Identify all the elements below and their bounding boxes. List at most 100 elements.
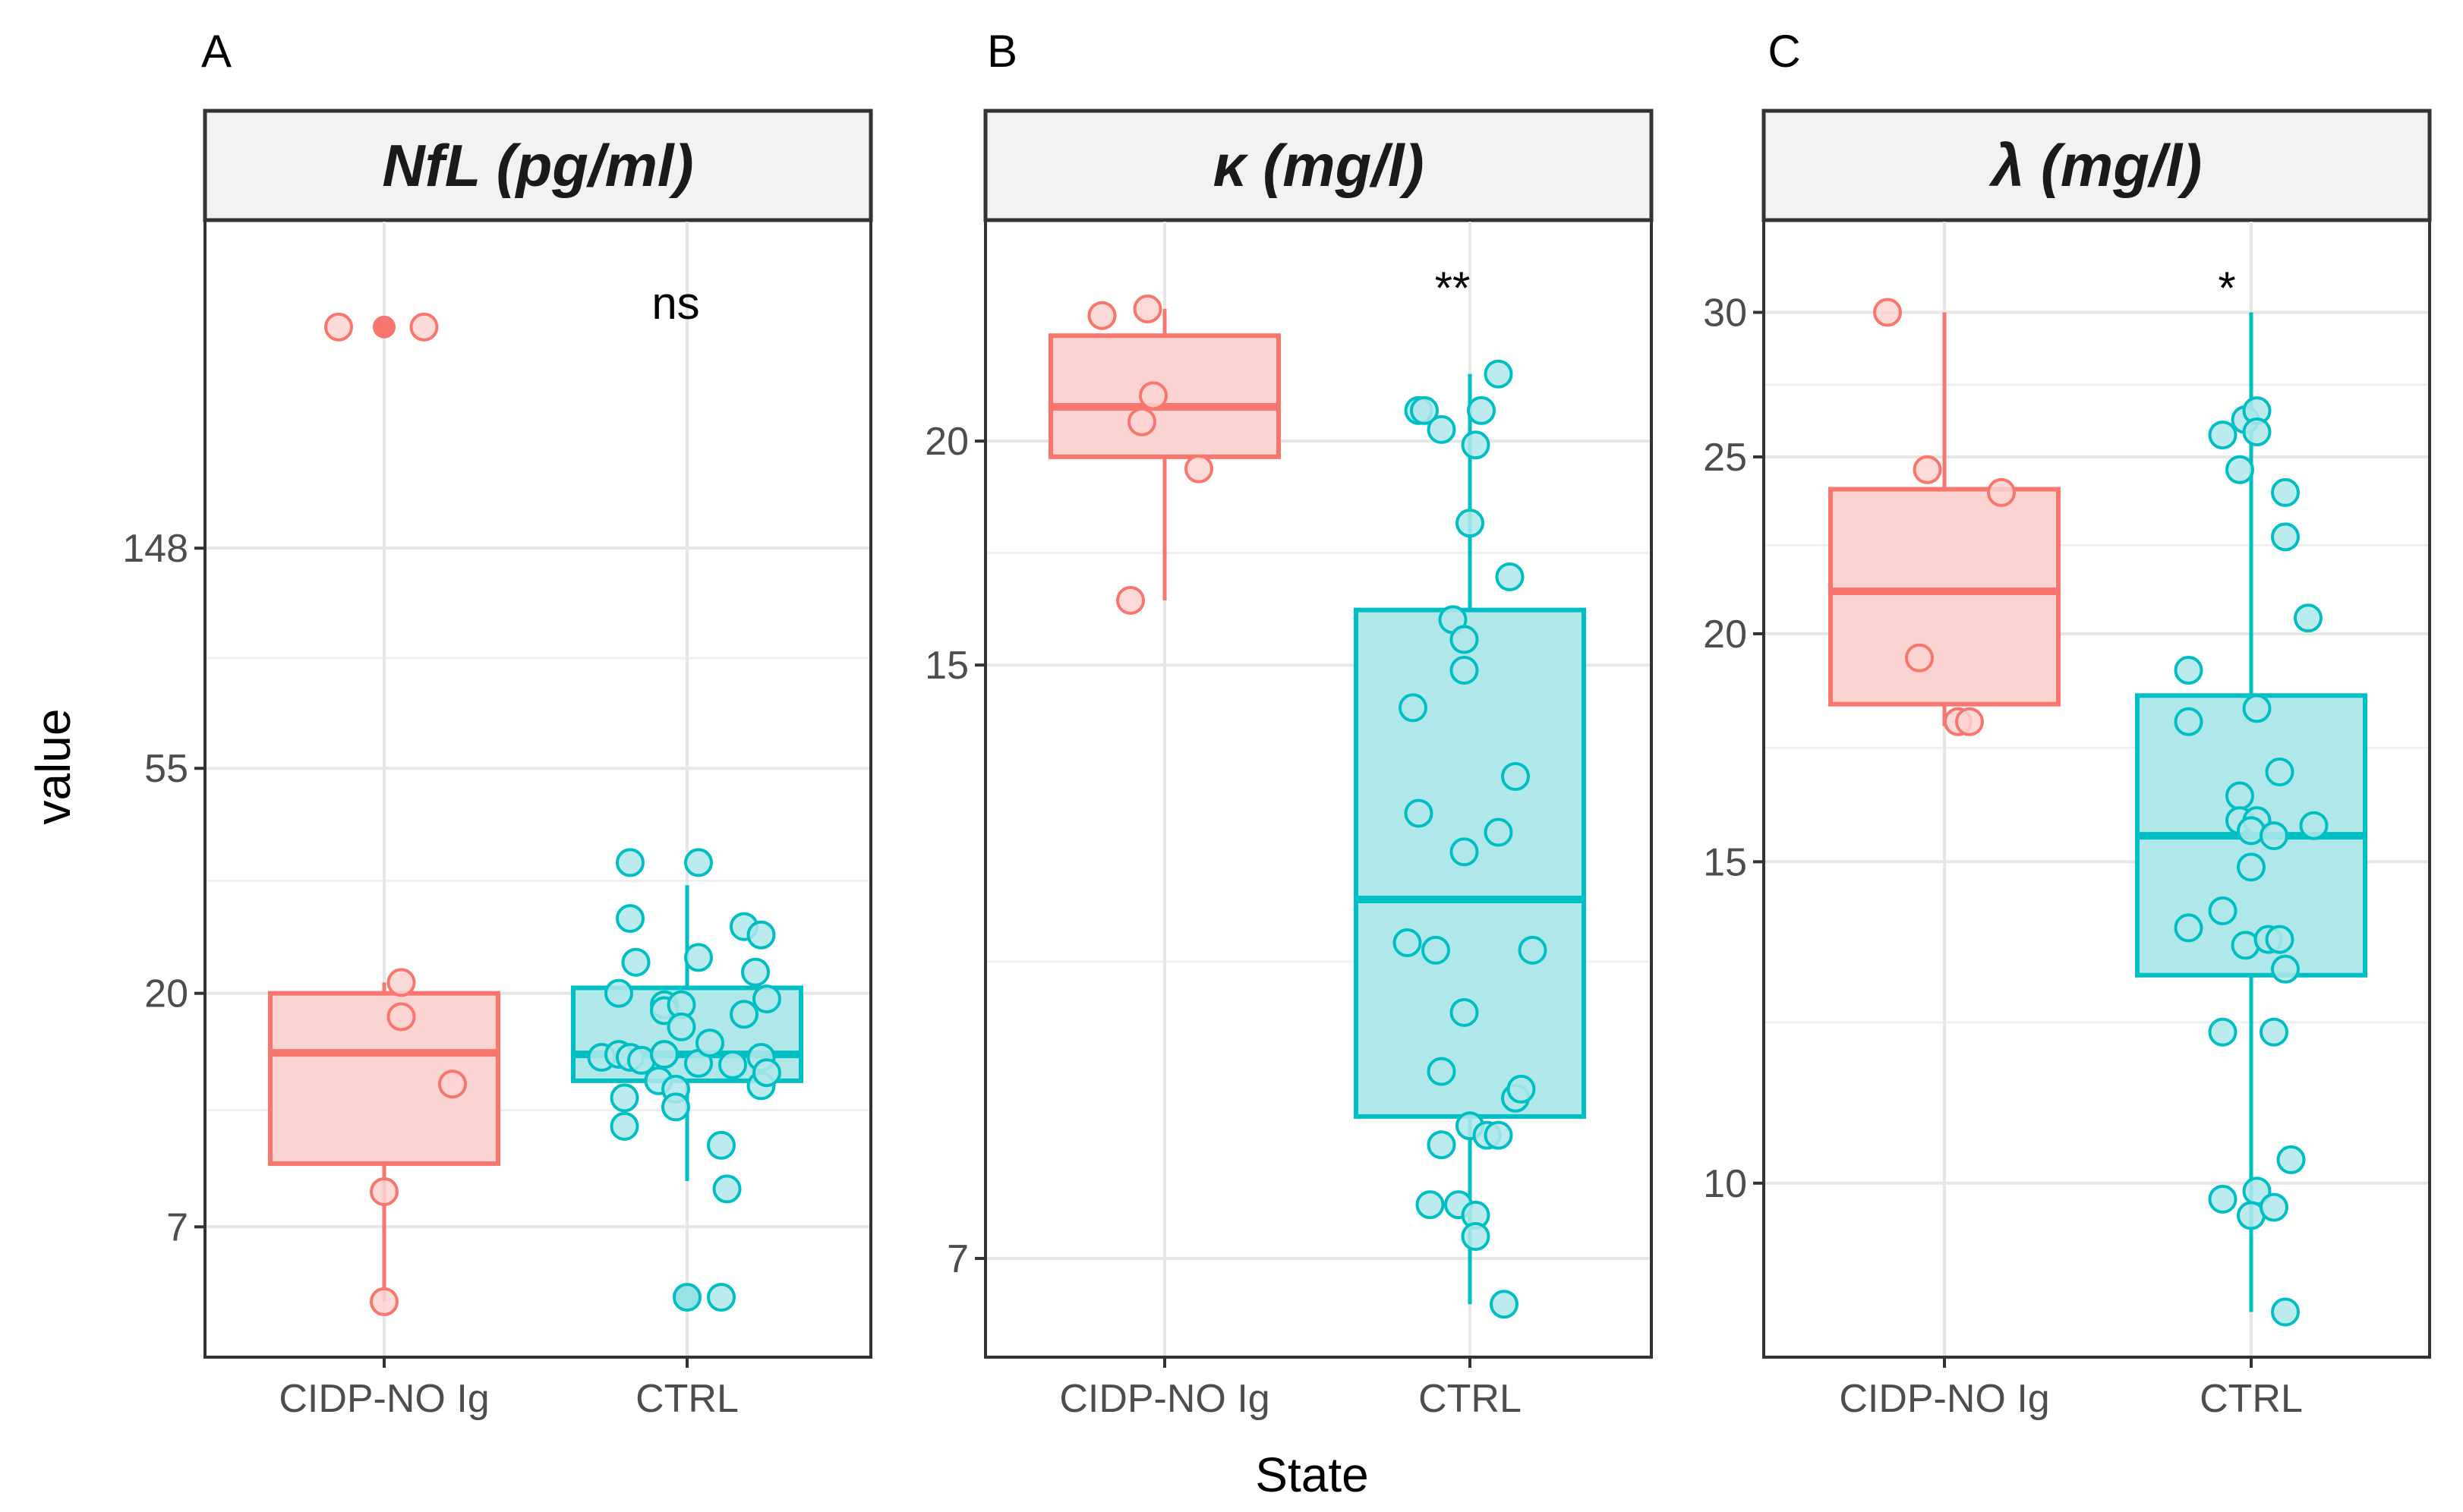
data-point [2174, 656, 2203, 685]
y-tick-label: 20 [1703, 613, 1747, 657]
plot-frame [1762, 219, 2431, 1359]
data-point [752, 1058, 781, 1088]
data-point [1427, 1057, 1456, 1086]
data-point [2260, 1017, 2288, 1047]
y-tick-label: 15 [1703, 840, 1747, 884]
data-point [370, 1287, 399, 1316]
data-point [695, 1028, 724, 1058]
data-point [2265, 758, 2294, 787]
data-point [707, 1283, 736, 1312]
x-tick-label: CIDP-NO Ig [1059, 1377, 1269, 1421]
y-tick-label: 10 [1703, 1162, 1747, 1206]
data-point [386, 1002, 416, 1032]
data-point [741, 957, 770, 987]
data-point [324, 312, 353, 342]
data-point [1139, 381, 1168, 411]
x-tick-label: CTRL [1418, 1377, 1522, 1421]
data-point [1518, 935, 1547, 965]
data-point [1905, 643, 1934, 673]
y-axis-title: value [26, 709, 80, 825]
y-tick-label: 30 [1703, 291, 1747, 335]
data-point [718, 1050, 747, 1079]
panel-letter: A [201, 26, 232, 77]
data-point [1495, 562, 1525, 591]
data-point [1484, 817, 1513, 847]
data-point [1955, 707, 1984, 736]
data-point [1087, 301, 1117, 330]
data-point [1127, 407, 1156, 436]
facet-title: κ (mg/l) [1213, 132, 1424, 199]
data-point [2271, 1297, 2300, 1327]
data-point [1449, 837, 1479, 867]
y-tick-label: 20 [925, 420, 969, 464]
data-point [1116, 585, 1145, 615]
y-tick-label: 55 [144, 747, 188, 791]
facet-strip [983, 109, 1654, 222]
data-point [2208, 421, 2238, 450]
group-cidp-no-ig [1828, 298, 2061, 736]
data-point [1449, 997, 1479, 1027]
data-point [2299, 811, 2329, 840]
data-point [673, 1283, 702, 1312]
data-point [2260, 1192, 2288, 1222]
data-point [386, 968, 416, 997]
data-point [2237, 852, 2266, 882]
facet-strip [1761, 109, 2432, 222]
group-ctrl [2135, 312, 2367, 1327]
data-point [1421, 935, 1450, 965]
significance-label: * [2218, 263, 2235, 313]
data-point [1455, 509, 1484, 538]
data-point [621, 947, 651, 977]
data-point [370, 1177, 399, 1206]
data-point [1987, 477, 2016, 507]
y-tick-label: 148 [122, 527, 188, 571]
data-point [1449, 656, 1479, 685]
data-point [684, 943, 713, 972]
data-point [2294, 603, 2323, 633]
data-point [604, 978, 633, 1008]
x-tick-label: CTRL [635, 1377, 739, 1421]
x-axis-title: State [1255, 1447, 1368, 1502]
data-point [1184, 454, 1213, 484]
data-point [1467, 395, 1496, 425]
data-point [2208, 1017, 2238, 1047]
facet-title: NfL (pg/ml) [382, 132, 693, 199]
data-point [2174, 913, 2203, 943]
data-point [616, 904, 645, 934]
data-point [1484, 1120, 1513, 1150]
data-point [616, 848, 645, 877]
data-point [1461, 430, 1490, 460]
data-point [1399, 693, 1427, 723]
y-tick-label: 7 [947, 1237, 969, 1281]
data-point [1427, 1130, 1456, 1160]
facet-strip [203, 109, 873, 222]
panel-c: Cλ (mg/l) 10 15 20 25 30 CIDP-NO Ig CTRL * [1703, 26, 2432, 1421]
x-tick-label: CIDP-NO Ig [279, 1377, 489, 1421]
facet-title: λ (mg/l) [1988, 132, 2202, 199]
data-point [684, 848, 713, 877]
data-point [1449, 625, 1479, 654]
data-point [610, 1083, 639, 1113]
data-point [438, 1069, 467, 1099]
group-cidp-no-ig [1049, 295, 1281, 615]
data-point [610, 1111, 639, 1141]
data-point [2225, 455, 2254, 484]
data-point [1410, 395, 1439, 425]
data-point [1506, 1074, 1536, 1104]
y-tick-label: 25 [1703, 436, 1747, 480]
y-tick-label: 7 [166, 1205, 188, 1249]
group-ctrl [571, 848, 803, 1312]
data-point [1404, 799, 1433, 828]
data-point [2174, 707, 2203, 736]
data-point [1133, 295, 1162, 324]
data-point [2208, 1184, 2238, 1214]
data-point [730, 1000, 758, 1029]
x-tick-label: CTRL [2200, 1377, 2303, 1421]
data-point [409, 312, 439, 342]
box [1828, 487, 2061, 707]
data-point [1461, 1222, 1490, 1252]
data-point [2208, 896, 2238, 925]
data-point [2225, 781, 2254, 811]
data-point [1873, 298, 1902, 327]
